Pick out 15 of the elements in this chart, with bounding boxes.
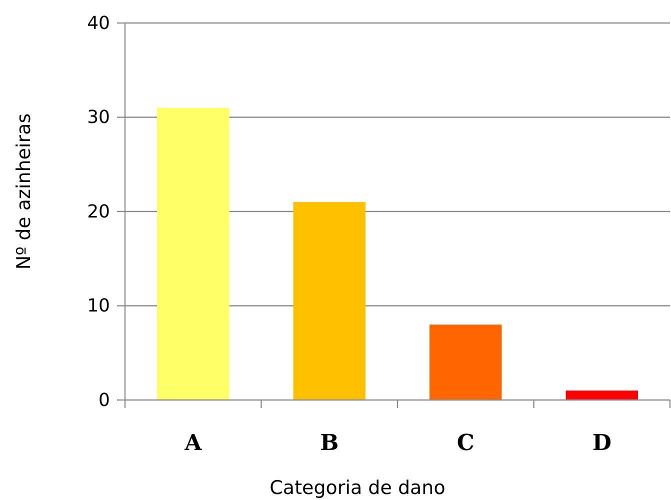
bar [293, 202, 366, 400]
bar [430, 324, 502, 400]
y-tick-label: 30 [87, 107, 110, 128]
y-tick-label: 40 [87, 12, 110, 34]
y-tick-label: 20 [87, 201, 110, 222]
x-tick-label: B [320, 430, 339, 456]
x-tick-label: A [184, 430, 203, 456]
x-tick-label: D [592, 430, 612, 456]
bar [157, 108, 230, 400]
bar [566, 390, 638, 400]
x-tick-label: C [456, 430, 474, 456]
y-tick-label: 0 [98, 390, 110, 411]
y-tick-label: 10 [87, 296, 110, 317]
x-axis-title: Categoria de dano [270, 477, 446, 499]
y-axis-title: Nº de azinheiras [13, 113, 35, 270]
